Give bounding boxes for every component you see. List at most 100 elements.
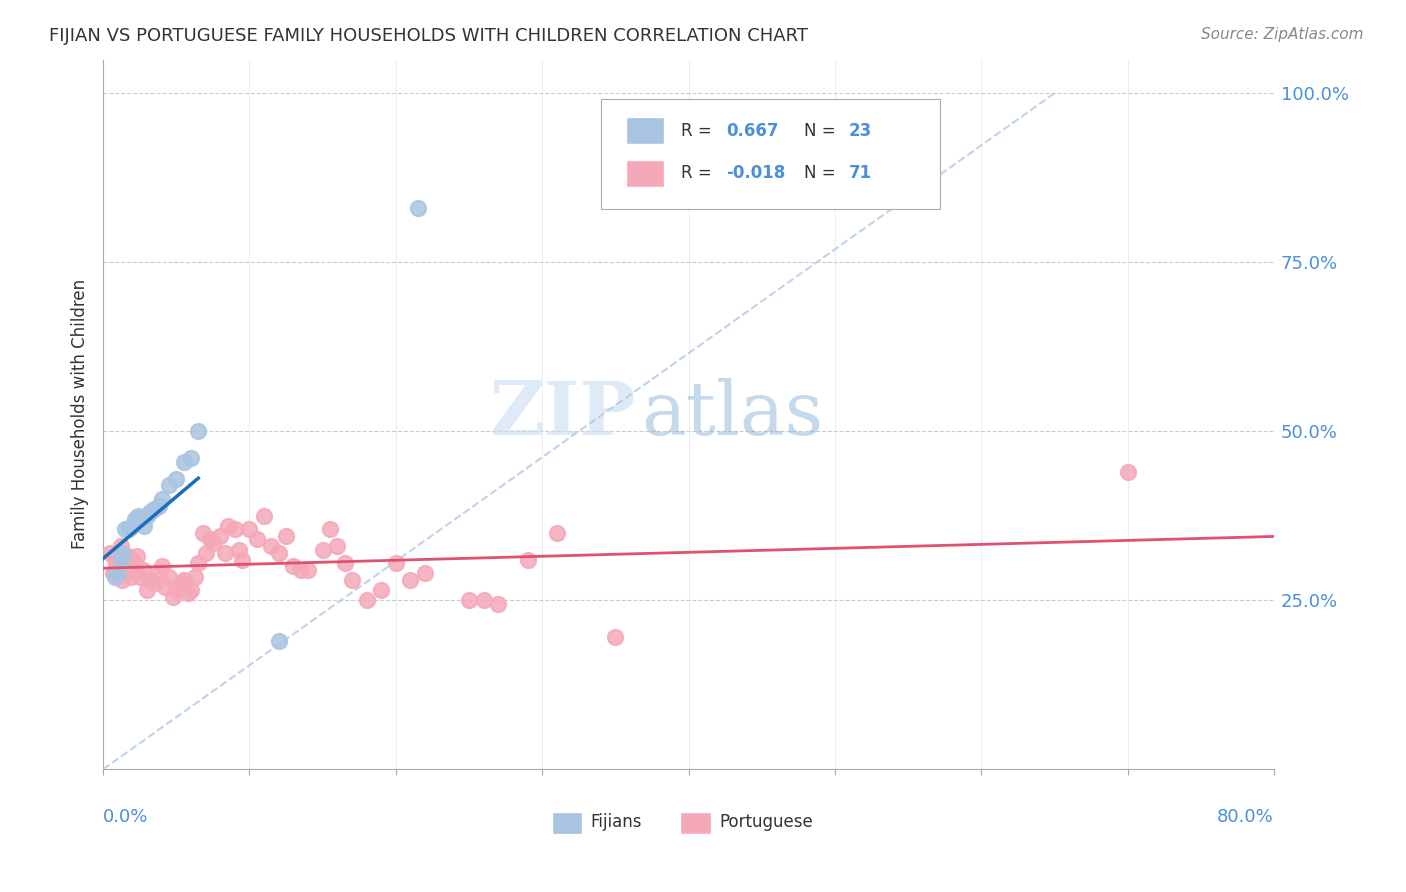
Point <box>180 583 202 598</box>
FancyBboxPatch shape <box>627 117 664 144</box>
Point <box>283 559 305 574</box>
Point <box>125 549 148 564</box>
Point <box>406 201 429 215</box>
Point <box>546 525 568 540</box>
Text: R =: R = <box>682 121 717 139</box>
Point <box>114 563 136 577</box>
Point <box>385 556 408 570</box>
Text: R =: R = <box>682 164 717 182</box>
Point <box>117 549 139 564</box>
FancyBboxPatch shape <box>600 99 941 209</box>
Point <box>319 522 342 536</box>
Point <box>162 590 184 604</box>
FancyBboxPatch shape <box>627 160 664 186</box>
Point <box>122 559 145 574</box>
Point <box>198 533 221 547</box>
Point <box>356 593 378 607</box>
Point <box>136 583 159 598</box>
Point <box>413 566 436 581</box>
Point <box>150 559 173 574</box>
Point <box>128 569 150 583</box>
Point <box>150 491 173 506</box>
Point <box>157 569 180 583</box>
Point <box>184 569 207 583</box>
Point <box>472 593 495 607</box>
Point <box>121 519 143 533</box>
Point <box>143 576 166 591</box>
Point <box>231 552 253 566</box>
Point <box>104 569 127 583</box>
Point <box>194 546 217 560</box>
Point <box>118 556 141 570</box>
Point <box>486 597 509 611</box>
Text: N =: N = <box>804 164 841 182</box>
Point <box>153 580 176 594</box>
Point <box>124 566 146 581</box>
Point <box>148 566 170 581</box>
Point <box>228 542 250 557</box>
Point <box>191 525 214 540</box>
Text: 23: 23 <box>849 121 872 139</box>
Point <box>173 573 195 587</box>
Point <box>114 522 136 536</box>
FancyBboxPatch shape <box>551 812 582 835</box>
Point <box>326 539 349 553</box>
Point <box>124 512 146 526</box>
Point <box>136 508 159 523</box>
Text: Portuguese: Portuguese <box>718 814 813 831</box>
Point <box>516 552 538 566</box>
Point <box>115 552 138 566</box>
Point <box>267 546 290 560</box>
Point <box>274 529 297 543</box>
Text: FIJIAN VS PORTUGUESE FAMILY HOUSEHOLDS WITH CHILDREN CORRELATION CHART: FIJIAN VS PORTUGUESE FAMILY HOUSEHOLDS W… <box>49 27 808 45</box>
Point <box>118 522 141 536</box>
Text: 0.0%: 0.0% <box>103 808 149 826</box>
Point <box>180 451 202 466</box>
Point <box>370 583 392 598</box>
Point <box>111 573 134 587</box>
Point <box>107 556 129 570</box>
Text: 0.667: 0.667 <box>725 121 779 139</box>
Point <box>340 573 363 587</box>
Text: -0.018: -0.018 <box>725 164 785 182</box>
Point <box>297 563 319 577</box>
Point <box>110 552 132 566</box>
Point <box>103 566 125 581</box>
Point <box>1116 465 1139 479</box>
Point <box>111 546 134 560</box>
Point <box>311 542 333 557</box>
Point <box>129 512 152 526</box>
Point <box>458 593 481 607</box>
Point <box>170 576 193 591</box>
Point <box>143 502 166 516</box>
Point <box>238 522 260 536</box>
Point <box>224 522 246 536</box>
Point <box>127 508 149 523</box>
Point <box>110 539 132 553</box>
Point <box>209 529 232 543</box>
Point <box>120 569 142 583</box>
Point <box>177 586 200 600</box>
Text: 71: 71 <box>849 164 872 182</box>
Point <box>165 472 187 486</box>
Point <box>107 566 129 581</box>
Point <box>104 552 127 566</box>
Text: N =: N = <box>804 121 841 139</box>
Point <box>290 563 312 577</box>
Point <box>246 533 269 547</box>
Y-axis label: Family Households with Children: Family Households with Children <box>72 279 89 549</box>
Point <box>132 519 155 533</box>
Text: ZIP: ZIP <box>489 378 636 450</box>
Point <box>165 583 187 598</box>
Point <box>187 556 209 570</box>
Text: 80.0%: 80.0% <box>1218 808 1274 826</box>
Point <box>112 566 135 581</box>
Point <box>187 425 209 439</box>
Point <box>217 519 239 533</box>
Point <box>139 505 162 519</box>
Point <box>214 546 236 560</box>
Text: Source: ZipAtlas.com: Source: ZipAtlas.com <box>1201 27 1364 42</box>
Point <box>148 499 170 513</box>
Point <box>173 455 195 469</box>
Point <box>267 633 290 648</box>
